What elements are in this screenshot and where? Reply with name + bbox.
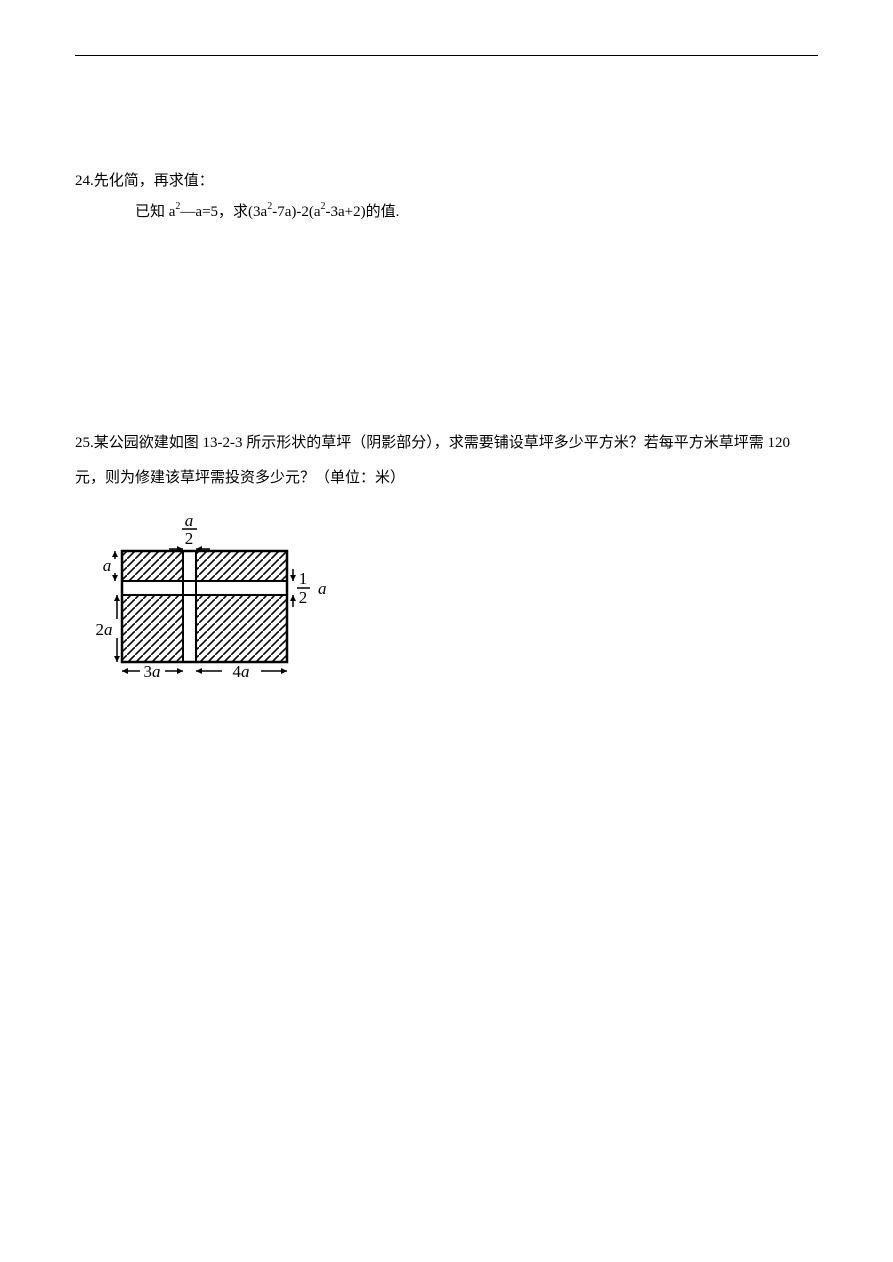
label-left-2a: 2a <box>96 620 113 639</box>
problem-24-line1: 24.先化简，再求值： <box>75 168 818 195</box>
label-bottom-4a: 4a <box>233 662 250 681</box>
problem-25-text: 某公园欲建如图 13-2-3 所示形状的草坪（阴影部分），求需要铺设草坪多少平方… <box>75 435 790 486</box>
problem-24: 24.先化简，再求值： 已知 a2—a=5，求(3a2-7a)-2(a2-3a+… <box>75 168 818 226</box>
p24-exp1: 2 <box>175 201 180 212</box>
problem-24-title: 先化简，再求值： <box>94 173 214 189</box>
p24-mid1: —a=5，求(3a <box>180 204 267 220</box>
label-right-a: a <box>318 579 327 598</box>
label-right-den: 2 <box>299 588 308 607</box>
label-left-a: a <box>103 556 112 575</box>
problem-24-line2: 已知 a2—a=5，求(3a2-7a)-2(a2-3a+2)的值. <box>75 199 818 226</box>
problem-25-number: 25. <box>75 435 94 451</box>
problem-25: 25.某公园欲建如图 13-2-3 所示形状的草坪（阴影部分），求需要铺设草坪多… <box>75 426 818 495</box>
figure-13-2-3: a 2 a 2a 1 2 <box>87 511 818 711</box>
label-bottom-3a: 3a <box>144 662 161 681</box>
label-right-num: 1 <box>299 569 308 588</box>
p24-exp2: 2 <box>267 201 272 212</box>
label-top-num: a <box>185 511 194 530</box>
problem-24-number: 24. <box>75 173 94 189</box>
p24-suffix: -3a+2)的值. <box>326 204 400 220</box>
top-horizontal-rule <box>75 55 818 56</box>
lawn-diagram-svg: a 2 a 2a 1 2 <box>87 511 327 711</box>
p24-prefix: 已知 a <box>135 204 175 220</box>
label-top-den: 2 <box>185 529 194 548</box>
p24-exp3: 2 <box>321 201 326 212</box>
p24-mid2: -7a)-2(a <box>272 204 320 220</box>
